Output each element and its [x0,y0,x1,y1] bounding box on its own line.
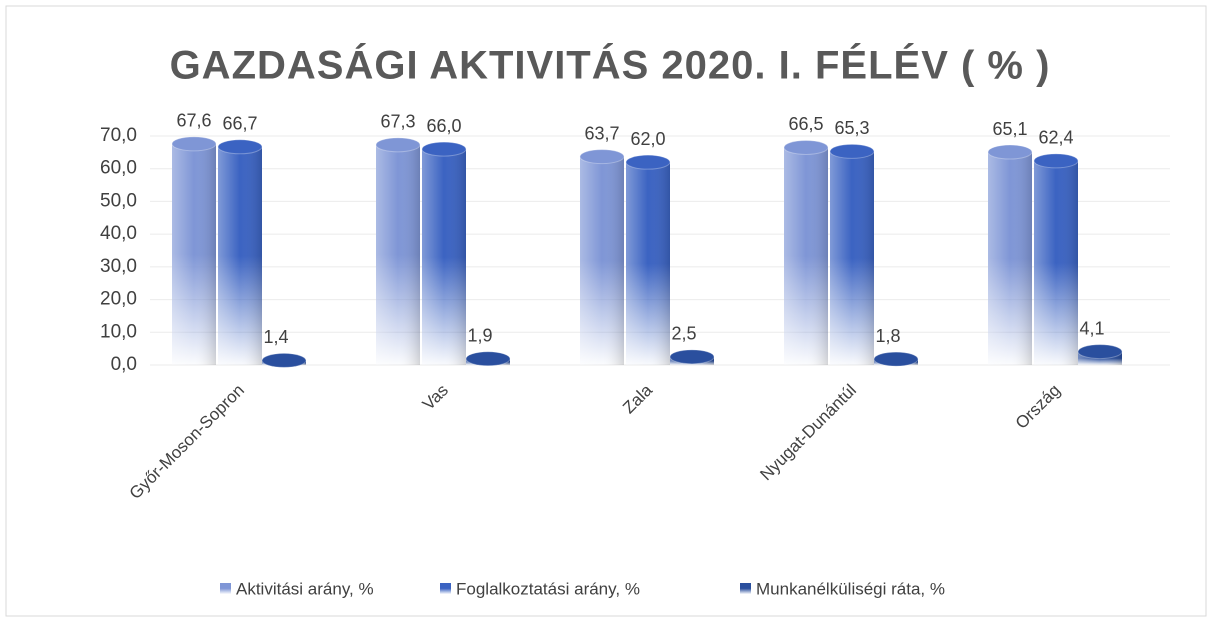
bar-shade [988,152,1032,365]
bar-top [1077,344,1123,360]
bar-top [421,141,467,157]
y-tick-label: 50,0 [100,190,137,211]
bar-shade [580,156,624,365]
value-label: 1,9 [467,326,492,346]
y-tick-label: 70,0 [100,125,137,146]
bar-shade [422,149,466,365]
bar-shade [1034,160,1078,365]
bar-shade [784,147,828,365]
bar-top [625,154,671,170]
bar-shade [830,151,874,365]
value-label: 66,5 [788,114,823,134]
bar-shade [172,143,216,365]
bar-top [375,137,421,153]
bar-top [579,149,625,165]
legend-swatch [220,583,231,594]
bar-shade [218,146,262,365]
bar-top [217,139,263,155]
value-label: 67,3 [380,112,415,132]
legend-label: Aktivitási arány, % [236,579,374,598]
value-label: 62,0 [630,129,665,149]
legend-swatch [740,583,751,594]
bar-top [873,351,919,367]
bar-top [783,139,829,155]
value-label: 1,8 [875,326,900,346]
value-label: 4,1 [1079,318,1104,338]
y-tick-label: 40,0 [100,223,137,244]
bar-top [171,136,217,152]
bar-top [261,352,307,368]
bar-shade [626,162,670,365]
value-label: 66,7 [222,114,257,134]
value-label: 67,6 [176,111,211,131]
bar-top [829,143,875,159]
value-label: 1,4 [263,327,288,347]
legend-label: Foglalkoztatási arány, % [456,579,640,598]
value-label: 66,0 [426,116,461,136]
value-label: 63,7 [584,123,619,143]
y-tick-label: 10,0 [100,321,137,342]
value-label: 2,5 [671,324,696,344]
value-label: 65,3 [834,118,869,138]
bar-shade [376,144,420,365]
legend-swatch [440,583,451,594]
bar-top [987,144,1033,160]
value-label: 65,1 [992,119,1027,139]
y-tick-label: 0,0 [111,354,137,375]
bar-top [669,349,715,365]
bar-top [1033,153,1079,169]
y-tick-label: 30,0 [100,256,137,277]
bar-top [465,351,511,367]
chart-title: GAZDASÁGI AKTIVITÁS 2020. I. FÉLÉV ( % ) [170,43,1051,88]
value-label: 62,4 [1038,128,1073,148]
legend-label: Munkanélküliségi ráta, % [756,579,945,598]
y-tick-label: 60,0 [100,158,137,179]
y-tick-label: 20,0 [100,289,137,310]
